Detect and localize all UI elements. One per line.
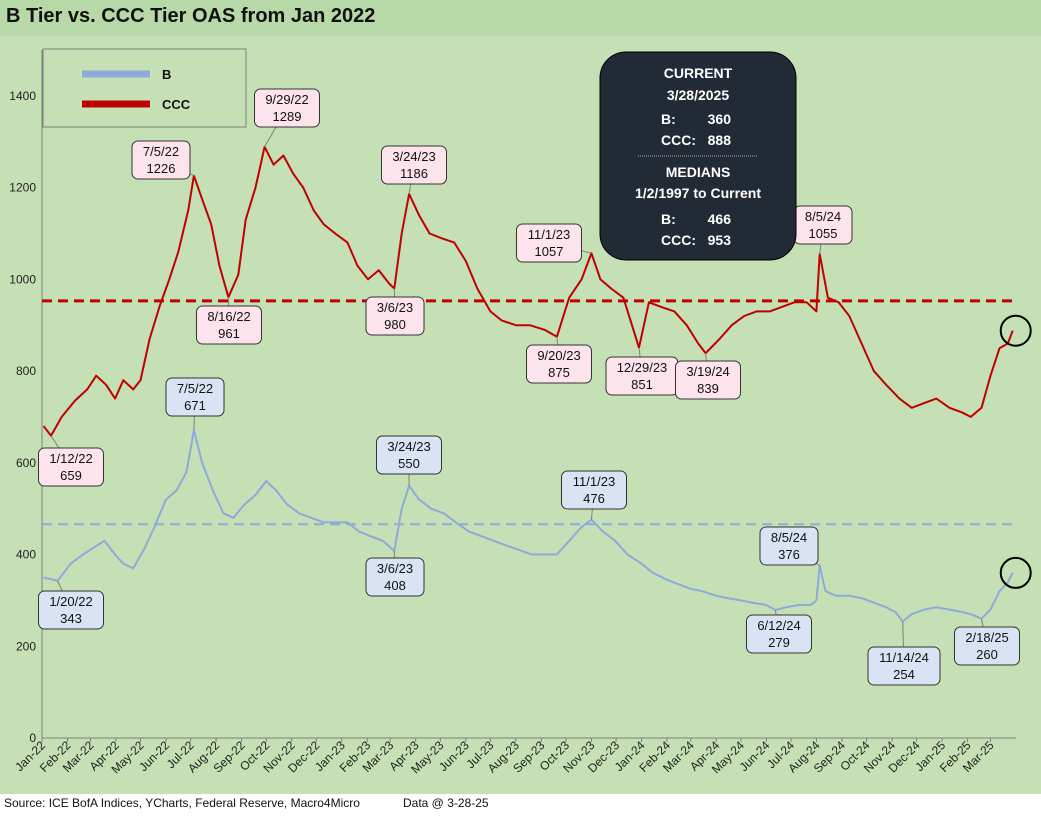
y-tick-label: 1400 (9, 89, 36, 103)
callout-box (365, 296, 425, 336)
callout-box (561, 470, 627, 510)
callout-date: 9/29/22 (265, 92, 308, 107)
callout-date: 3/6/23 (377, 561, 413, 576)
legend-box (42, 48, 247, 128)
callout-value: 839 (697, 381, 719, 396)
info-median-b-value: 466 (708, 211, 732, 227)
callout-box (196, 305, 262, 345)
callout-value: 1055 (809, 226, 838, 241)
callout-value: 1226 (147, 161, 176, 176)
callout-box (38, 590, 104, 630)
callout-box (516, 223, 582, 263)
source-note: Source: ICE BofA Indices, YCharts, Feder… (4, 796, 360, 810)
y-tick-label: 600 (16, 456, 36, 470)
callout-box (746, 614, 812, 654)
callout-value: 1289 (273, 109, 302, 124)
callout-box (254, 88, 320, 128)
y-tick-label: 1000 (9, 272, 36, 286)
info-median-b-label: B: (661, 211, 676, 227)
callout-box (365, 557, 425, 597)
b-current-circle (999, 556, 1032, 589)
info-medians-range: 1/2/1997 to Current (635, 185, 761, 201)
callout-value: 254 (893, 667, 915, 682)
legend-ccc-label: CCC (162, 97, 191, 112)
callout-box (381, 145, 447, 185)
callout-date: 8/5/24 (805, 209, 841, 224)
callout-date: 11/1/23 (528, 227, 570, 242)
callout-value: 851 (631, 377, 653, 392)
callout-box (759, 526, 819, 566)
callout-value: 550 (398, 456, 420, 471)
callout-date: 9/20/23 (537, 348, 580, 363)
data-date-note: Data @ 3-28-25 (403, 796, 489, 810)
callout-value: 279 (768, 635, 790, 650)
info-medians-heading: MEDIANS (666, 164, 731, 180)
callout-value: 980 (384, 317, 406, 332)
callout-date: 6/12/24 (757, 618, 800, 633)
callout-date: 3/19/24 (686, 364, 729, 379)
callout-box (376, 435, 442, 475)
footer (0, 794, 1041, 819)
callout-value: 1186 (400, 166, 428, 181)
callout-date: 8/16/22 (207, 309, 250, 324)
callout-box (867, 646, 941, 686)
callout-value: 875 (548, 365, 570, 380)
info-median-ccc-value: 953 (708, 232, 732, 248)
info-ccc-value: 888 (708, 132, 732, 148)
callout-date: 3/24/23 (387, 439, 430, 454)
callout-date: 2/18/25 (965, 630, 1008, 645)
chart-title: B Tier vs. CCC Tier OAS from Jan 2022 (6, 5, 376, 27)
callout-value: 343 (60, 611, 82, 626)
callout-value: 376 (778, 547, 800, 562)
callout-value: 961 (218, 326, 240, 341)
info-b-label: B: (661, 111, 676, 127)
callout-box (526, 344, 592, 384)
b-series-line (43, 429, 1014, 623)
callout-date: 8/5/24 (771, 530, 807, 545)
callout-date: 11/14/24 (879, 650, 929, 665)
legend-b-label: B (162, 67, 171, 82)
callout-box (131, 140, 191, 180)
callout-date: 7/5/22 (177, 381, 213, 396)
callout-value: 1057 (535, 244, 564, 259)
callout-value: 408 (384, 578, 406, 593)
callout-date: 1/20/22 (49, 594, 92, 609)
callout-date: 11/1/23 (573, 474, 615, 489)
callout-value: 260 (976, 647, 998, 662)
ccc-current-circle (999, 314, 1032, 347)
callout-date: 7/5/22 (143, 144, 179, 159)
y-tick-label: 400 (16, 548, 36, 562)
callout-box (165, 377, 225, 417)
info-current-date: 3/28/2025 (667, 87, 729, 103)
callout-value: 659 (60, 468, 82, 483)
y-tick-label: 0 (29, 731, 36, 745)
callout-date: 12/29/23 (617, 360, 668, 375)
callout-date: 3/6/23 (377, 300, 413, 315)
info-ccc-label: CCC: (661, 132, 696, 148)
callout-value: 476 (583, 491, 605, 506)
callout-value: 671 (184, 398, 206, 413)
title-bar: B Tier vs. CCC Tier OAS from Jan 2022 (0, 0, 1041, 37)
y-tick-label: 200 (16, 639, 36, 653)
callout-box (954, 626, 1020, 666)
callout-box (38, 447, 104, 487)
info-current-heading: CURRENT (664, 65, 733, 81)
y-tick-label: 1200 (9, 181, 36, 195)
callout-date: 3/24/23 (392, 149, 435, 164)
info-median-ccc-label: CCC: (661, 232, 696, 248)
callout-box (675, 360, 741, 400)
info-b-value: 360 (708, 111, 732, 127)
ccc-series-line (42, 145, 1014, 437)
callout-date: 1/12/22 (49, 451, 92, 466)
y-tick-label: 800 (16, 364, 36, 378)
